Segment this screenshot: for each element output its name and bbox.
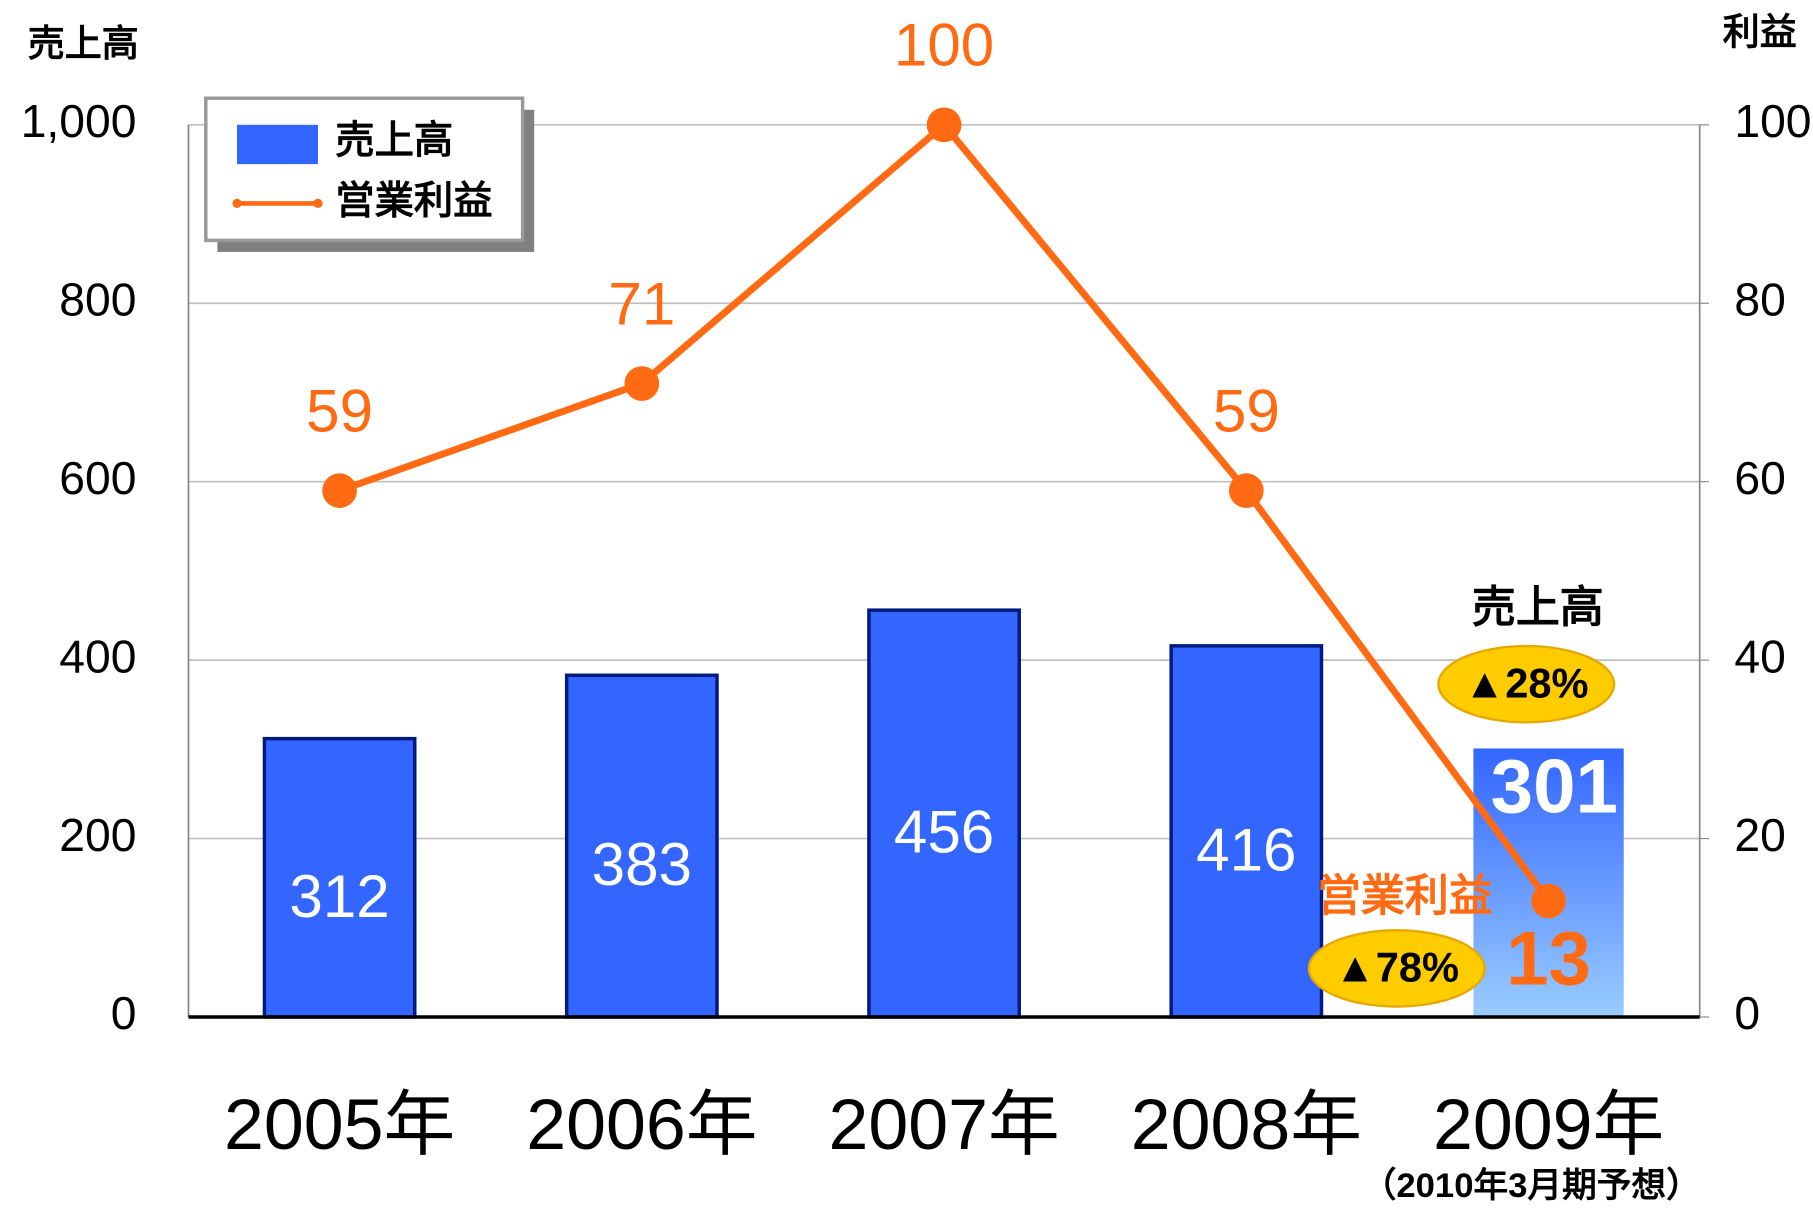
legend-swatch <box>237 124 318 165</box>
y2-tick-label: 0 <box>1734 987 1760 1039</box>
line-point <box>1228 473 1264 508</box>
line-point <box>322 473 357 508</box>
legend <box>204 96 525 243</box>
y2-tick-label: 100 <box>1734 95 1811 147</box>
line-value-label: 59 <box>1213 377 1280 444</box>
annotation-title: 売上高 <box>1472 583 1604 632</box>
line-value-label: 59 <box>306 377 373 444</box>
bar-value-label: 416 <box>1196 816 1296 883</box>
line-point <box>926 107 962 143</box>
bar-value-label: 456 <box>894 799 994 866</box>
x-tick-note: （2010年3月期予想） <box>1362 1166 1701 1205</box>
y2-tick-label: 60 <box>1734 452 1785 504</box>
annotation-badge <box>1307 929 1486 1008</box>
x-tick-label: 2005年 <box>224 1085 455 1165</box>
bar <box>867 608 1021 1019</box>
annotation-text: ▲28% <box>1464 659 1588 706</box>
y2-tick-label: 20 <box>1734 809 1785 861</box>
legend-label: 売上高 <box>335 119 453 163</box>
y2-axis-title: 利益 <box>1723 11 1797 52</box>
bar <box>1473 748 1624 1018</box>
line-point <box>1531 883 1566 919</box>
legend-marker <box>313 198 323 209</box>
legend-marker <box>232 198 242 209</box>
annotation-text: ▲78% <box>1335 944 1459 991</box>
line-value-label: 13 <box>1506 917 1591 1002</box>
x-tick-label: 2009年 <box>1433 1085 1664 1165</box>
y-tick-label: 600 <box>59 452 136 504</box>
bar <box>564 673 719 1019</box>
bar-value-label: 301 <box>1491 745 1618 830</box>
y-tick-label: 1,000 <box>21 95 137 147</box>
x-tick-label: 2007年 <box>829 1085 1060 1165</box>
line-point <box>624 366 660 401</box>
y2-tick-label: 40 <box>1734 630 1785 682</box>
annotation-title: 営業利益 <box>1317 872 1493 921</box>
line-value-label: 71 <box>608 270 675 337</box>
line-value-label: 100 <box>894 12 994 79</box>
y-axis-title: 売上高 <box>28 23 139 64</box>
x-tick-label: 2008年 <box>1131 1085 1362 1165</box>
bar <box>1169 644 1324 1019</box>
y-tick-label: 800 <box>59 273 136 325</box>
legend-label: 営業利益 <box>335 179 492 223</box>
annotation-badge <box>1437 644 1616 724</box>
y-tick-label: 0 <box>111 987 137 1039</box>
y-tick-label: 200 <box>59 809 136 861</box>
y2-tick-label: 80 <box>1734 273 1785 325</box>
bar-value-label: 312 <box>289 863 389 930</box>
y-tick-label: 400 <box>59 630 136 682</box>
x-tick-label: 2006年 <box>526 1085 757 1165</box>
bar <box>262 736 417 1019</box>
bar-value-label: 383 <box>592 831 692 898</box>
